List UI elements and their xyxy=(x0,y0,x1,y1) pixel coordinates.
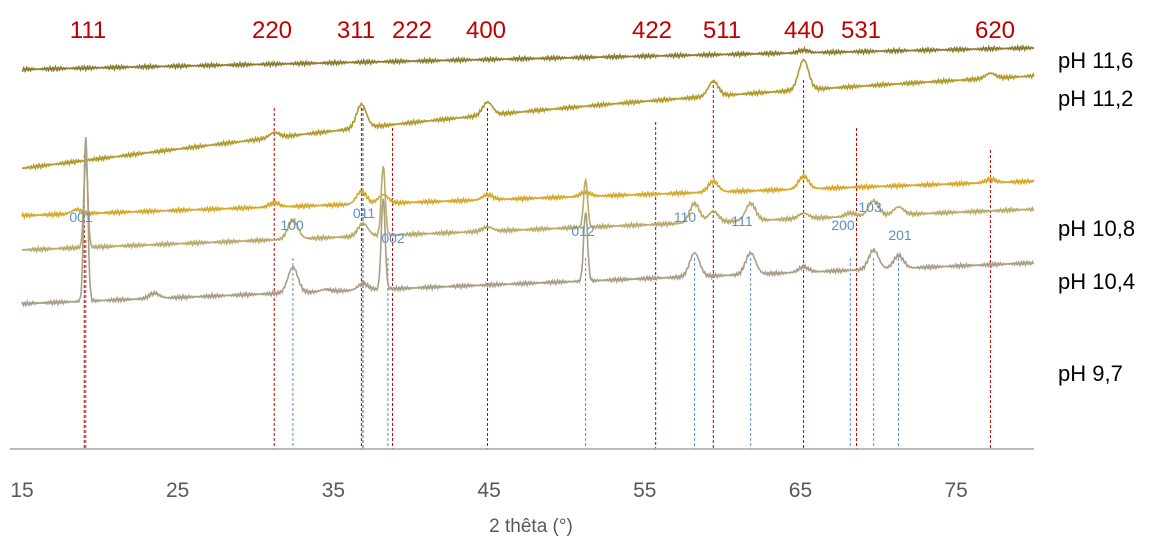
red-peak-label-311: 311 xyxy=(337,17,375,44)
blue-peak-label-103: 103 xyxy=(858,199,882,215)
red-peak-label-440: 440 xyxy=(784,17,824,44)
red-peak-label-531: 531 xyxy=(841,17,881,44)
x-tick-label-45: 45 xyxy=(477,479,500,502)
blue-peak-label-200: 200 xyxy=(831,217,855,233)
blue-peak-label-001: 001 xyxy=(69,209,93,225)
blue-peak-label-111: 111 xyxy=(731,213,752,229)
chart-labels: 111 220 311 222 400 422 511 440 531 620 001 100 011 0… xyxy=(69,17,1135,386)
red-peak-label-220: 220 xyxy=(252,17,292,44)
x-tick-label-65: 65 xyxy=(789,479,812,502)
blue-peak-label-100: 100 xyxy=(280,217,304,233)
series-line-ph-10-4 xyxy=(21,156,1035,254)
red-peak-label-111: 111 xyxy=(70,17,106,44)
series-line-ph-11-2 xyxy=(21,58,1035,171)
x-axis: 15 25 35 45 55 65 75 xyxy=(10,448,1034,502)
blue-peak-label-012: 012 xyxy=(571,223,595,239)
series-label-ph-10-4: pH 10,4 xyxy=(1058,269,1135,294)
red-peak-label-422: 422 xyxy=(632,17,672,44)
blue-peak-label-201: 201 xyxy=(888,227,912,243)
series-line-ph-10-8 xyxy=(21,171,1035,220)
series-label-ph-11-2: pH 11,2 xyxy=(1058,86,1133,111)
blue-peak-label-011: 011 xyxy=(353,205,376,221)
series-line-ph-11-6 xyxy=(21,43,1035,74)
series-label-ph-11-6: pH 11,6 xyxy=(1058,48,1133,73)
blue-peak-label-110: 110 xyxy=(674,209,697,225)
x-tick-label-55: 55 xyxy=(633,479,656,502)
red-peak-label-222: 222 xyxy=(392,17,432,44)
series-lines xyxy=(21,43,1035,308)
red-peak-label-620: 620 xyxy=(975,17,1015,44)
series-line-ph-9-7 xyxy=(21,137,1035,308)
blue-peak-label-002: 002 xyxy=(381,230,405,246)
x-tick-label-35: 35 xyxy=(322,479,345,502)
reference-lines xyxy=(83,80,991,449)
x-tick-label-75: 75 xyxy=(944,479,967,502)
red-peak-label-511: 511 xyxy=(703,17,741,44)
red-peak-label-400: 400 xyxy=(466,17,506,44)
series-label-ph-9-7: pH 9,7 xyxy=(1058,361,1123,386)
series-label-ph-10-8: pH 10,8 xyxy=(1058,216,1135,241)
x-tick-label-25: 25 xyxy=(166,479,189,502)
x-tick-label-15: 15 xyxy=(10,479,33,502)
x-axis-title: 2 thêta (°) xyxy=(489,516,573,537)
